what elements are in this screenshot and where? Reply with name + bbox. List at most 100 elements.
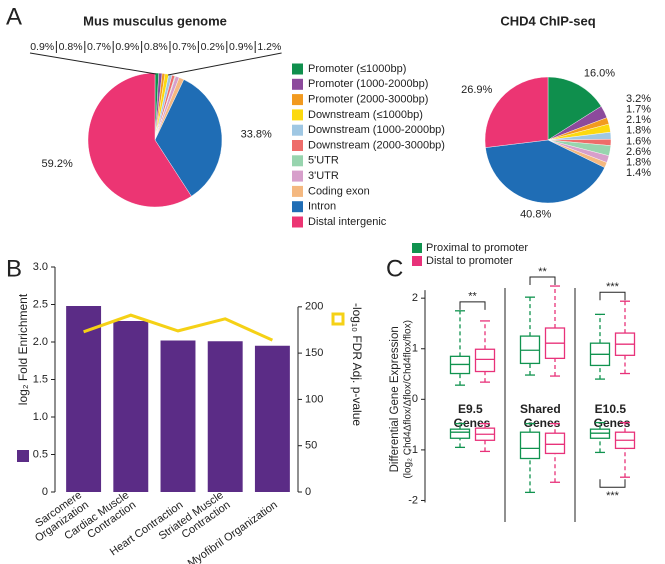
legend-label: 3'UTR (308, 170, 339, 182)
leader (167, 52, 282, 76)
y-tick-label: 0.5 (33, 448, 48, 460)
y-tick-label: 2.5 (33, 298, 48, 310)
slice-label: 1.7% (626, 104, 651, 116)
legend-swatch (292, 94, 303, 106)
y2-tick-label: 50 (305, 440, 317, 452)
legend-swatch (292, 109, 303, 121)
legend-swatch (331, 312, 345, 326)
pie-slice (484, 76, 549, 148)
legend-label: Distal to promoter (426, 255, 513, 267)
group-label: Shared Genes (520, 402, 564, 430)
slice-label: 0.9% (115, 41, 139, 53)
slice-label: 1.4% (626, 167, 651, 179)
slice-label: 0.8% (144, 41, 168, 53)
slice-label: 0.9% (229, 41, 253, 53)
slice-label: 0.9% (30, 41, 54, 53)
y-tick-label: 0 (42, 486, 48, 498)
bar (254, 345, 290, 492)
sig-bracket (529, 276, 556, 286)
y-tick-label: -1 (408, 444, 418, 456)
y-tick-label: 3.0 (33, 261, 48, 273)
group-label: E10.5 Genes (594, 402, 631, 430)
legend-swatch (292, 63, 303, 75)
legend-swatch (292, 201, 303, 213)
sig-bracket (599, 291, 626, 301)
sig-label: ** (538, 266, 547, 278)
bar (207, 341, 243, 492)
legend-label: Promoter (1000-2000bp) (308, 78, 428, 90)
slice-label: 1.8% (626, 125, 651, 137)
chart-title: CHD4 ChIP-seq (500, 13, 595, 28)
box (474, 348, 496, 373)
legend-label: 5'UTR (308, 155, 339, 167)
bar (113, 321, 149, 492)
slice-label: 1.2% (257, 41, 281, 53)
legend-swatch (292, 140, 303, 151)
box (519, 431, 541, 460)
y2-tick-label: 100 (305, 393, 323, 405)
pie-slice (547, 76, 602, 141)
y-tick-label: 0 (412, 393, 418, 405)
sig-bracket (459, 301, 486, 310)
slice-label: 1.6% (626, 135, 651, 147)
chart-title: Mus musculus genome (83, 13, 227, 28)
legend-label: Proximal to promoter (426, 242, 528, 254)
slice-label: 0.2% (201, 41, 225, 53)
sig-label: ** (468, 291, 477, 303)
y2-tick-label: 200 (305, 301, 323, 313)
bar (160, 340, 196, 492)
y2-axis-label: -log₁₀ FDR Adj. p-value (350, 303, 364, 426)
line (83, 313, 274, 342)
y-axis-label: Differential Gene Expression (389, 326, 401, 472)
legend-swatch (292, 185, 303, 197)
y-tick-label: -2 (408, 494, 418, 506)
y-tick-label: 2 (412, 292, 418, 304)
legend-swatch (17, 450, 29, 462)
slice-label: 0.8% (59, 41, 83, 53)
slice-label: 40.8% (520, 208, 551, 220)
y-tick-label: 1.5 (33, 373, 48, 385)
legend-swatch (292, 78, 303, 90)
y2-tick-label: 0 (305, 486, 311, 498)
slice-label: 33.8% (241, 128, 272, 140)
pie-slice (485, 139, 605, 204)
legend-label: Coding exon (308, 185, 370, 197)
legend-label: Downstream (2000-3000bp) (308, 139, 445, 151)
panel-label: B (6, 255, 22, 282)
y2-tick-label: 150 (305, 347, 323, 359)
box (544, 432, 566, 455)
slice-label: 26.9% (461, 84, 492, 96)
y-axis-label: log₂ Fold Enrichment (16, 293, 30, 405)
legend-swatch (292, 170, 303, 182)
box (449, 428, 471, 439)
sig-label: *** (606, 281, 620, 293)
sig-bracket (599, 479, 626, 488)
pie-slice (87, 72, 192, 208)
y-tick-label: 2.0 (33, 336, 48, 348)
slice-label: 1.8% (626, 157, 651, 169)
slice-label: 16.0% (584, 68, 615, 80)
legend-swatch (412, 243, 422, 253)
bar (66, 306, 102, 492)
sig-label: *** (606, 490, 620, 502)
slice-label: 59.2% (42, 158, 73, 170)
pie-slice (154, 79, 223, 197)
panel-label: A (6, 3, 22, 30)
slice-label: 0.7% (87, 41, 111, 53)
legend-label: Intron (308, 201, 336, 213)
legend-label: Distal intergenic (308, 216, 387, 228)
legend-label: Promoter (2000-3000bp) (308, 94, 428, 106)
slice-label: 0.7% (172, 41, 196, 53)
slice-label: 2.6% (626, 146, 651, 158)
y-axis-label: (log₂ Chd4Δflox/Δflox/Chd4flox/flox) (403, 320, 414, 478)
legend-label: Downstream (1000-2000bp) (308, 124, 445, 136)
slice-label: 3.2% (626, 93, 651, 105)
legend-swatch (412, 256, 422, 266)
group-label: E9.5 Genes (454, 402, 491, 430)
y-tick-label: 1.0 (33, 411, 48, 423)
slice-label: 2.1% (626, 114, 651, 126)
legend-swatch (292, 216, 303, 228)
legend-label: Downstream (≤1000bp) (308, 109, 423, 121)
